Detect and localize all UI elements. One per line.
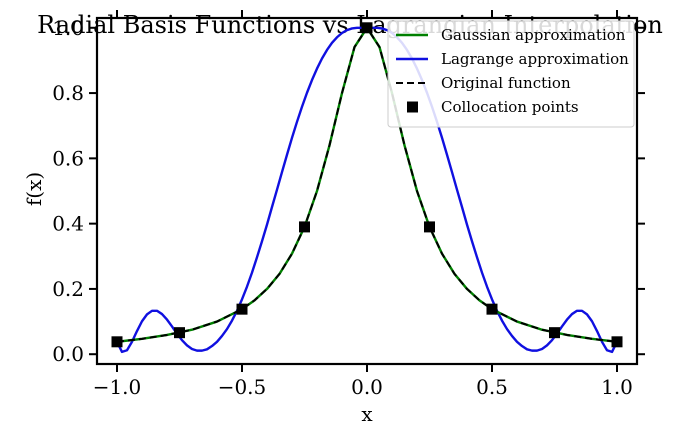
collocation-point-marker: [361, 22, 373, 34]
x-tick-label: 1.0: [601, 375, 633, 399]
plot-area: [111, 22, 623, 354]
x-tick-label: 0.0: [351, 375, 383, 399]
x-tick-label: 0.5: [476, 375, 508, 399]
legend-box: [387, 20, 635, 128]
collocation-point-marker: [486, 303, 498, 315]
x-axis-label: x: [361, 402, 373, 426]
y-tick-label: 0.0: [52, 342, 84, 366]
legend-label: Collocation points: [441, 98, 579, 116]
collocation-point-marker: [299, 221, 310, 233]
collocation-point-marker: [611, 336, 623, 348]
y-tick-label: 0.4: [52, 212, 84, 236]
collocation-point-marker: [424, 221, 435, 233]
legend: Gaussian approximation Lagrange approxima…: [387, 20, 635, 128]
legend-label: Original function: [441, 74, 571, 92]
collocation-point-marker: [236, 303, 248, 315]
axes: −1.0 −0.5 0.0 0.5 1.0 0.0 0.2 0.4 0.6 0.8 1.0: [52, 10, 645, 399]
x-tick-label: −1.0: [93, 375, 142, 399]
legend-label: Gaussian approximation: [441, 26, 626, 44]
y-tick-label: 0.6: [52, 146, 84, 170]
x-tick-label: −0.5: [218, 375, 267, 399]
collocation-point-marker: [174, 327, 185, 339]
y-tick-label: 0.2: [52, 277, 84, 301]
legend-marker: [407, 101, 418, 113]
collocation-point-marker: [111, 336, 123, 348]
y-tick-label: 0.8: [52, 81, 84, 105]
legend-label: Lagrange approximation: [441, 50, 629, 68]
collocation-point-marker: [549, 327, 560, 339]
y-axis-label: f(x): [22, 172, 46, 206]
y-tick-label: 1.0: [52, 16, 84, 40]
